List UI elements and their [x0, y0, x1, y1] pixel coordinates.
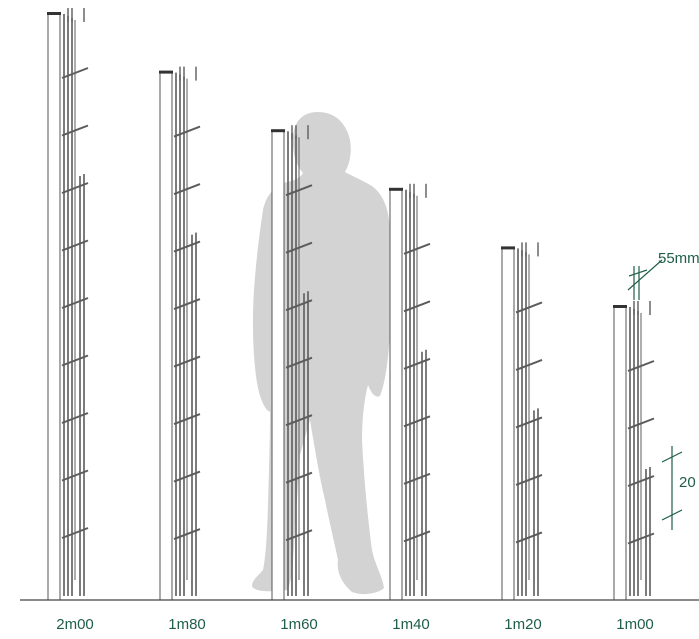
fence-panel-1m00 [613, 301, 654, 600]
fence-post [272, 131, 284, 600]
post-cap [613, 305, 627, 308]
post-cap [47, 12, 61, 15]
fence-panel-1m40 [389, 184, 430, 600]
height-label-1m20: 1m20 [483, 616, 563, 633]
fence-post [502, 248, 514, 600]
height-label-1m80: 1m80 [147, 616, 227, 633]
post-cap [389, 188, 403, 191]
fence-post [390, 190, 402, 600]
fence-panel-2m00 [47, 8, 88, 600]
fence-post [614, 307, 626, 600]
fence-panel-1m20 [501, 242, 542, 600]
height-label-2m00: 2m00 [35, 616, 115, 633]
height-label-1m40: 1m40 [371, 616, 451, 633]
post-cap [501, 246, 515, 249]
fence-post [160, 73, 172, 600]
post-cap [159, 71, 173, 74]
height-label-1m00: 1m00 [595, 616, 675, 633]
post-cap [271, 129, 285, 132]
dimension-markers [628, 260, 682, 530]
fence-panel-1m80 [159, 67, 200, 600]
fence-post [48, 14, 60, 600]
height-label-1m60: 1m60 [259, 616, 339, 633]
wire-gap-label: 55mm [658, 250, 699, 267]
mesh-height-label: 20 [679, 474, 696, 491]
